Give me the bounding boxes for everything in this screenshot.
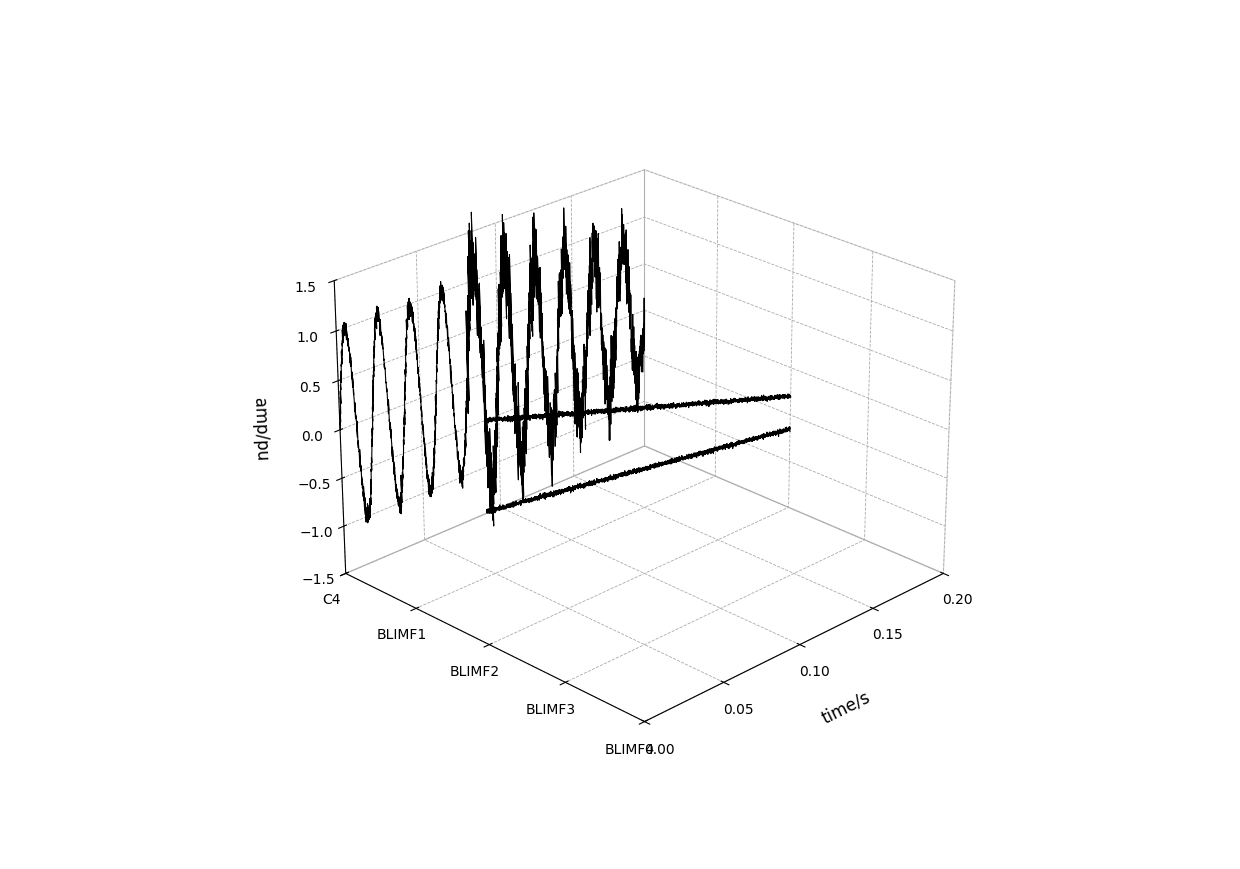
- X-axis label: time/s: time/s: [818, 688, 873, 727]
